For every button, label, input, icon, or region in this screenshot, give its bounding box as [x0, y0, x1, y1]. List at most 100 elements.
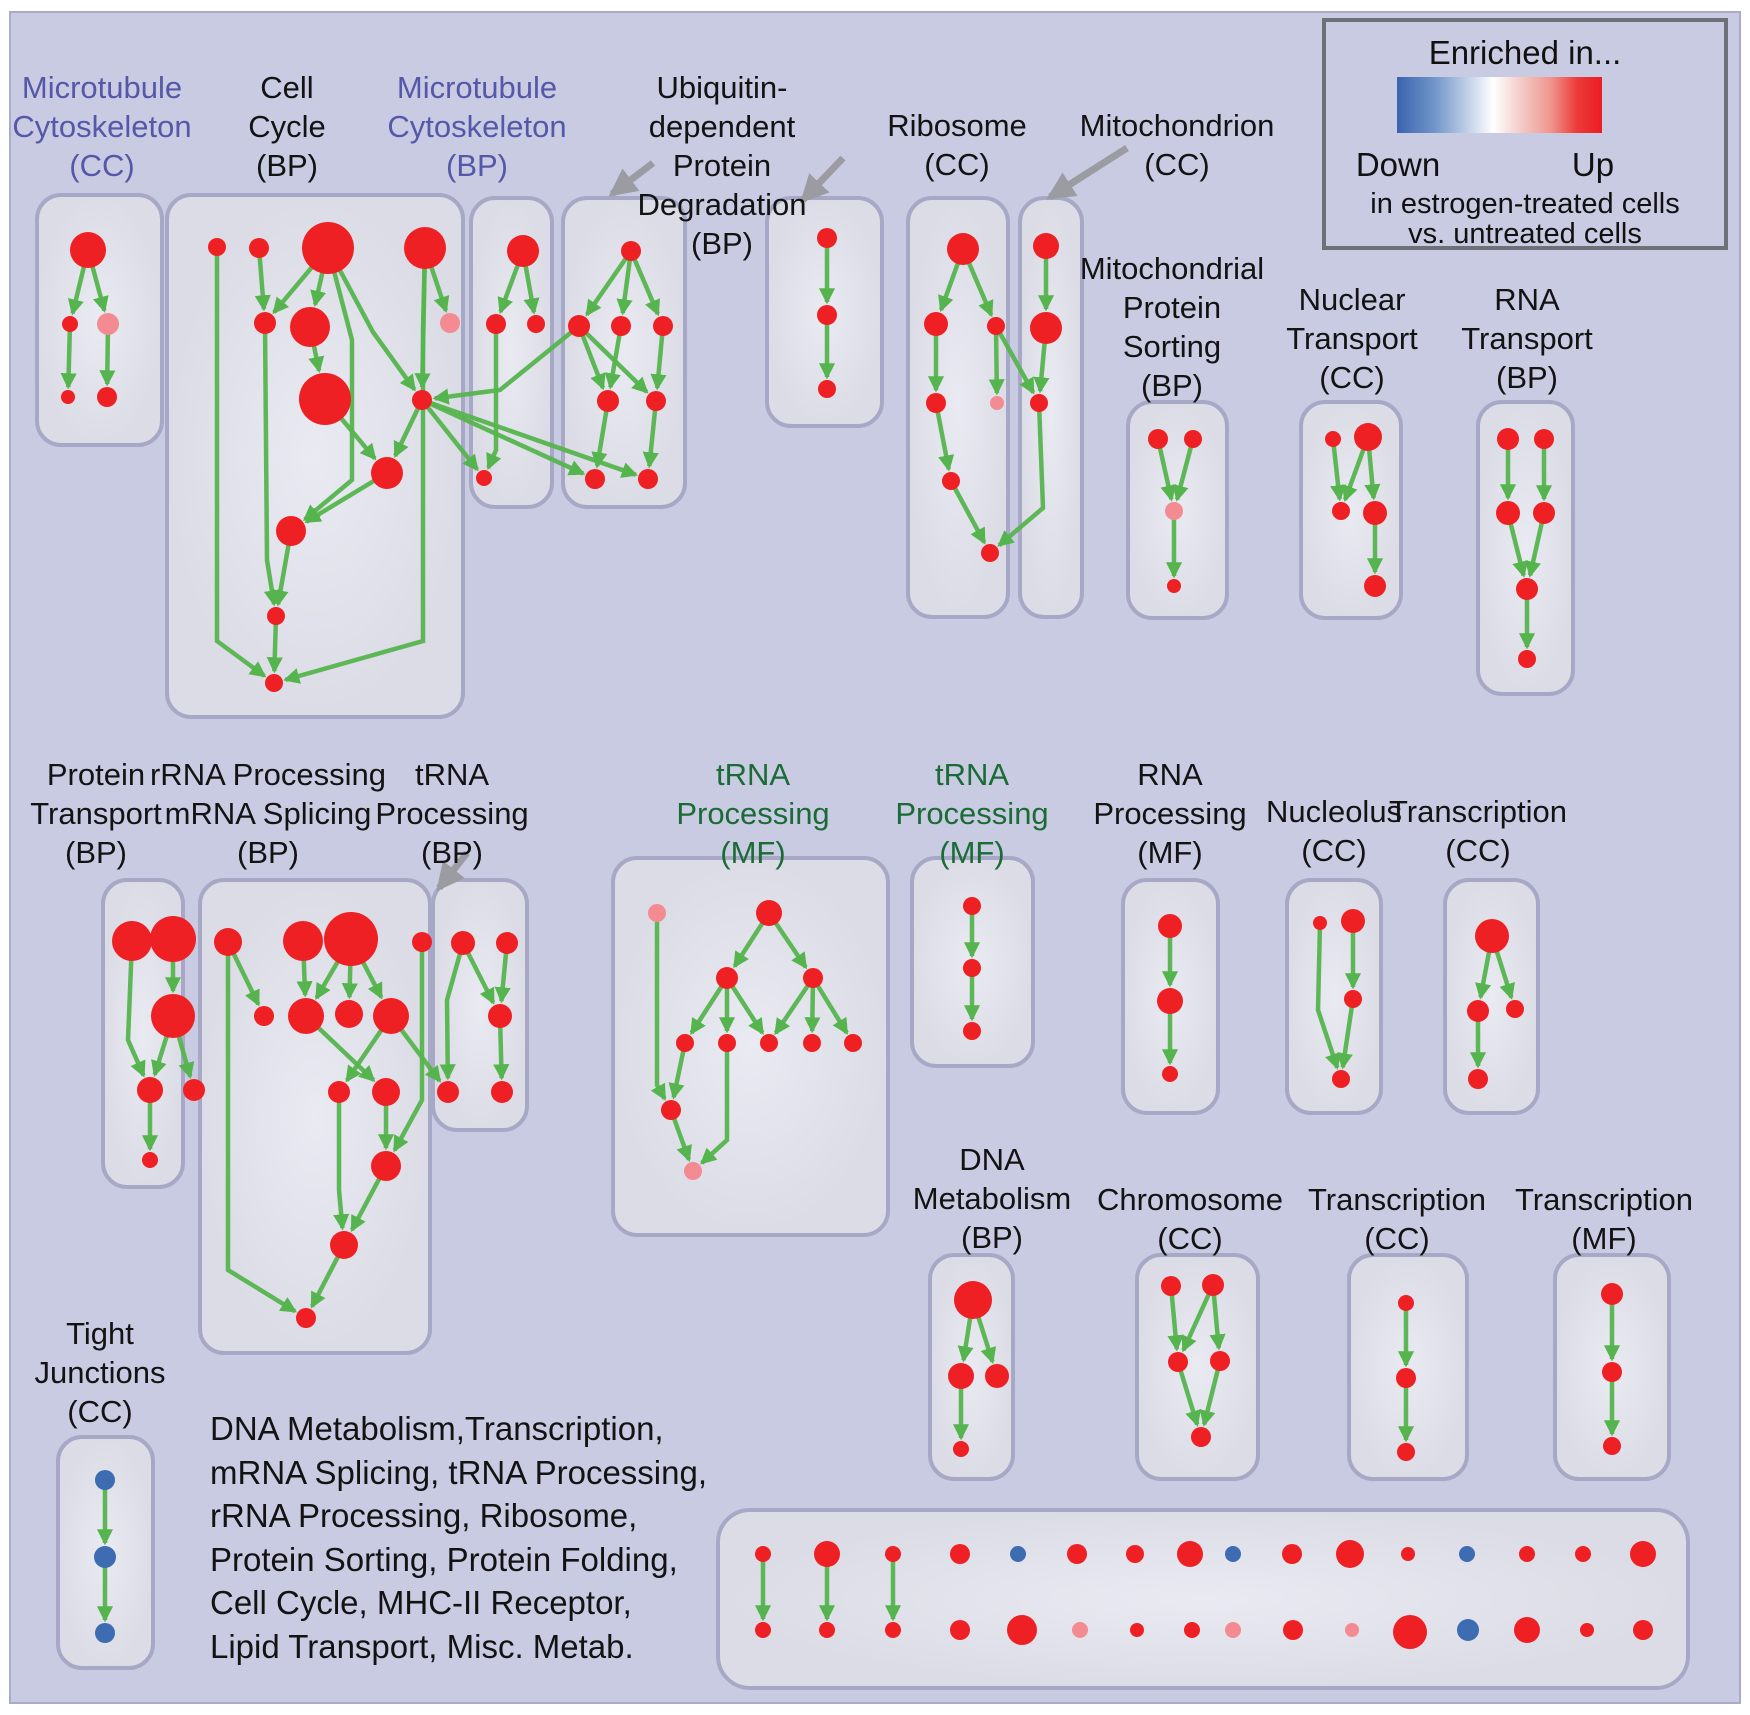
go-term-node-chromosome-cBt — [1191, 1427, 1211, 1447]
edge-rrna.u1-to-rrna.w — [333, 1092, 350, 1231]
go-term-node-trna_mf_big-lw — [661, 1100, 681, 1120]
go-term-node-misc_bottom-m11b — [1345, 1623, 1359, 1637]
edge-ubi.U-to-ubi.mC — [628, 250, 660, 317]
edge-rrna.t4-to-rrna.v — [392, 942, 425, 1153]
go-term-node-ubi-lB — [646, 391, 666, 411]
go-term-node-ubi-bB — [638, 469, 658, 489]
edge-cell_cycle.m-to-ubi.bB — [421, 397, 639, 478]
go-term-node-mps-q1 — [1148, 429, 1168, 449]
edge-ubi.U-to-ubi.mB — [616, 250, 634, 316]
edge-trna_mf_big.r3a-to-trna_mf_big.lw — [668, 1042, 688, 1100]
go-term-node-misc_bottom-m5t — [1010, 1546, 1026, 1562]
go-term-node-misc_bottom-m9t — [1225, 1546, 1241, 1562]
go-term-node-rna_proc_mf-rp3 — [1162, 1066, 1178, 1082]
go-term-node-ribosome-rR — [987, 317, 1005, 335]
edge-cell_cycle.m-to-ubi.bA — [421, 397, 586, 476]
go-term-node-mt_cc-C — [97, 313, 119, 335]
edge-mt_cc.B-to-mt_cc.D — [60, 323, 77, 390]
edge-nucleolus.nuS-to-nucleolus.nuBt — [1315, 922, 1341, 1070]
go-term-node-misc_bottom-m3b — [885, 1622, 901, 1638]
go-term-node-mito-mBg — [1030, 312, 1062, 344]
go-term-node-nucleolus-nuB — [1341, 909, 1365, 933]
edge-cell_cycle.k-to-cell_cycle.l — [266, 615, 283, 674]
go-term-node-nuclear-nB — [1354, 423, 1382, 451]
go-term-node-ubi-lA — [597, 390, 619, 412]
go-term-node-ribosome-rC — [942, 472, 960, 490]
go-term-node-ubi-mA — [568, 315, 590, 337]
go-term-node-nuclear-nBt — [1364, 575, 1386, 597]
go-term-node-misc_bottom-m6t — [1067, 1544, 1087, 1564]
go-term-node-misc_bottom-m5b — [1007, 1615, 1037, 1645]
edge-ubi.mA-to-cell_cycle.m — [432, 324, 581, 405]
callout-arrow-ubiquitin-to-left-box — [608, 160, 656, 197]
go-term-node-trna_mf_small-k1 — [963, 897, 981, 915]
go-term-node-mt_cc-D — [61, 390, 75, 404]
go-term-node-rrna-t4 — [412, 932, 432, 952]
edge-mps.q2-to-mps.qP — [1172, 438, 1196, 502]
go-term-node-protein_transport-ptC — [151, 994, 195, 1038]
go-term-node-trna_bp-tb_t2 — [496, 932, 518, 954]
go-term-node-rna_transport-rc — [1516, 578, 1538, 600]
cluster-box-rna_transport — [1476, 400, 1575, 696]
go-term-node-ubi-bA — [585, 469, 605, 489]
go-term-node-trna_bp-tb_l2 — [491, 1081, 513, 1103]
go-term-node-transcription_mf-y3 — [1603, 1437, 1621, 1455]
go-term-node-cell_cycle-g — [440, 313, 460, 333]
edge-chromosome.cT2-to-chromosome.cM1 — [1181, 1284, 1216, 1353]
edge-chromosome.cM2-to-chromosome.cBt — [1199, 1360, 1223, 1427]
edge-mps.q1-to-mps.qP — [1155, 438, 1177, 502]
go-term-node-misc_bottom-m2b — [819, 1622, 835, 1638]
go-term-node-transcription_cc_mid-tcBt — [1468, 1069, 1488, 1089]
go-term-node-misc_bottom-m10t — [1282, 1544, 1302, 1564]
legend: Enriched in... Down Up in estrogen-treat… — [1322, 18, 1728, 250]
go-term-node-dna_metab-dL — [948, 1363, 974, 1389]
go-term-node-misc_bottom-m7b — [1130, 1623, 1144, 1637]
go-term-node-misc_bottom-m1t — [755, 1546, 771, 1562]
go-term-node-cell_cycle-b — [249, 238, 269, 258]
go-term-node-trna_mf_big-pkT — [648, 904, 666, 922]
go-term-node-misc_bottom-m16t — [1630, 1541, 1656, 1567]
edge-nuclear.nS-to-nuclear.n1 — [1330, 438, 1347, 502]
go-term-node-protein_transport-ptE — [183, 1079, 205, 1101]
go-term-node-nuclear-n1 — [1332, 502, 1350, 520]
enrichment-gradient-bar — [1397, 77, 1602, 133]
go-term-node-trna_bp-tb_t1 — [451, 931, 475, 955]
go-term-node-mt_cc-A — [70, 232, 106, 268]
go-term-node-rrna-s2 — [288, 998, 324, 1034]
callout-arrow-trna-bp-to-box — [436, 850, 470, 892]
go-term-node-mt_cc-E — [97, 387, 117, 407]
edge-ubi.mA-to-ubi.lA — [576, 325, 606, 391]
go-term-node-misc_bottom-m8t — [1177, 1541, 1203, 1567]
go-term-node-nucleolus-nuS — [1313, 916, 1327, 930]
go-term-node-rna_transport-rm2 — [1533, 502, 1555, 524]
go-term-node-rna_transport-rb — [1518, 650, 1536, 668]
go-term-node-tight_junctions-tj2 — [94, 1546, 116, 1568]
edge-ubi.mC-to-ubi.lB — [650, 325, 667, 391]
edge-ribosome.rLL-to-ribosome.rC — [933, 402, 955, 472]
go-term-node-ubi-mC — [653, 316, 673, 336]
go-term-node-trna_mf_small-k3 — [963, 1022, 981, 1040]
callout-arrow-mitochondrion-to-box — [1046, 145, 1129, 200]
go-term-node-rna_proc_mf-rp2 — [1157, 988, 1183, 1014]
go-term-node-cell_cycle-l — [265, 674, 283, 692]
go-term-node-misc_bottom-m10b — [1283, 1620, 1303, 1640]
go-term-node-misc_bottom-m12t — [1401, 1547, 1415, 1561]
callout-arrow-ubiquitin-to-right-box — [800, 155, 846, 204]
go-term-node-ubi-mB — [611, 316, 631, 336]
go-term-node-cell_cycle-e — [254, 312, 276, 334]
go-term-node-nuclear-n2 — [1363, 501, 1387, 525]
go-term-node-nuclear-nS — [1325, 431, 1341, 447]
go-term-node-rrna-z — [296, 1308, 316, 1328]
go-term-node-rrna-u1 — [328, 1081, 350, 1103]
go-term-node-trna_mf_big-r3c — [760, 1034, 778, 1052]
go-term-node-misc_bottom-m12b — [1393, 1615, 1427, 1649]
go-term-node-misc_bottom-m13b — [1457, 1619, 1479, 1641]
edge-cell_cycle.d-to-cell_cycle.l — [283, 247, 428, 684]
go-term-node-mps-qP — [1165, 502, 1183, 520]
go-term-node-mps-qB — [1167, 579, 1181, 593]
cluster-box-nucleolus — [1285, 878, 1383, 1115]
go-term-node-misc_bottom-m11t — [1336, 1540, 1364, 1568]
edge-nucleolus.nuM-to-nucleolus.nuBt — [1336, 998, 1356, 1070]
